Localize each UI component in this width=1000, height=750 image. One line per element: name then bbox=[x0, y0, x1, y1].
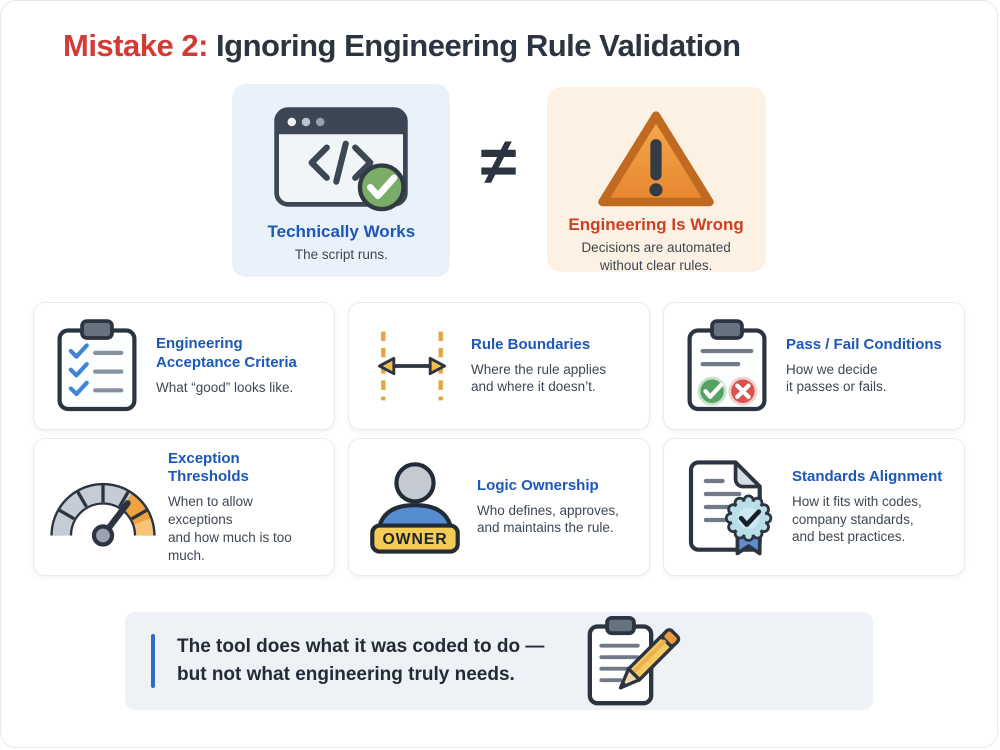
card-desc: Who defines, approves, and maintains the… bbox=[477, 502, 619, 536]
card-logic-ownership: OWNER Logic Ownership Who defines, appro… bbox=[348, 438, 650, 577]
card-title: Standards Alignment bbox=[792, 468, 943, 485]
not-equal-symbol: ≠ bbox=[480, 124, 517, 199]
takeaway-banner: The tool does what it was coded to do — … bbox=[125, 612, 873, 711]
card-desc: How it fits with codes, company standard… bbox=[792, 493, 922, 545]
title-main-text: Ignoring Engineering Rule Validation bbox=[207, 28, 741, 63]
document-seal-icon bbox=[678, 456, 782, 558]
card-exception-thresholds: Exception Thresholds When to allow excep… bbox=[33, 438, 335, 577]
page-title: Mistake 2: Ignoring Engineering Rule Val… bbox=[63, 28, 997, 63]
card-title: Rule Boundaries bbox=[471, 335, 591, 353]
engineering-wrong-title: Engineering Is Wrong bbox=[568, 215, 744, 235]
code-window-check-icon bbox=[270, 100, 412, 214]
title-mistake-label: Mistake 2: bbox=[63, 28, 208, 63]
engineering-wrong-card: Engineering Is Wrong Decisions are autom… bbox=[546, 87, 766, 273]
gauge-threshold-icon bbox=[48, 463, 158, 551]
clipboard-pencil-icon bbox=[582, 615, 682, 707]
clipboard-checklist-icon bbox=[48, 317, 146, 415]
person-owner-icon: OWNER bbox=[363, 457, 467, 557]
card-desc: How we decide it passes or fails. bbox=[786, 361, 887, 395]
technically-works-card: Technically Works The script runs. bbox=[232, 84, 451, 278]
technically-works-subtitle: The script runs. bbox=[294, 247, 388, 263]
owner-badge-label: OWNER bbox=[382, 531, 447, 548]
card-pass-fail-conditions: Pass / Fail Conditions How we decide it … bbox=[663, 302, 965, 431]
card-desc: Where the rule applies and where it does… bbox=[471, 361, 607, 395]
warning-triangle-icon bbox=[595, 103, 717, 209]
comparison-section: Technically Works The script runs. ≠ bbox=[1, 84, 997, 278]
card-standards-alignment: Standards Alignment How it fits with cod… bbox=[663, 438, 965, 577]
accent-bar bbox=[151, 634, 155, 689]
clipboard-pass-fail-icon bbox=[678, 317, 776, 415]
takeaway-quote: The tool does what it was coded to do — … bbox=[177, 635, 545, 686]
card-desc: What “good” looks like. bbox=[156, 379, 294, 395]
card-engineering-acceptance-criteria: Engineering Acceptance Criteria What “go… bbox=[33, 302, 335, 431]
card-rule-boundaries: Rule Boundaries Where the rule applies a… bbox=[348, 302, 650, 431]
technically-works-title: Technically Works bbox=[267, 222, 416, 242]
card-title: Engineering Acceptance Criteria bbox=[156, 335, 297, 372]
rule-boundaries-arrow-icon bbox=[363, 325, 461, 407]
card-title: Exception Thresholds bbox=[168, 449, 249, 486]
card-title: Pass / Fail Conditions bbox=[786, 335, 942, 353]
engineering-wrong-subtitle: Decisions are automated without clear ru… bbox=[581, 240, 731, 273]
rule-aspects-grid: Engineering Acceptance Criteria What “go… bbox=[33, 302, 965, 577]
card-desc: When to allow exceptions and how much is… bbox=[168, 494, 292, 563]
card-title: Logic Ownership bbox=[477, 476, 599, 494]
